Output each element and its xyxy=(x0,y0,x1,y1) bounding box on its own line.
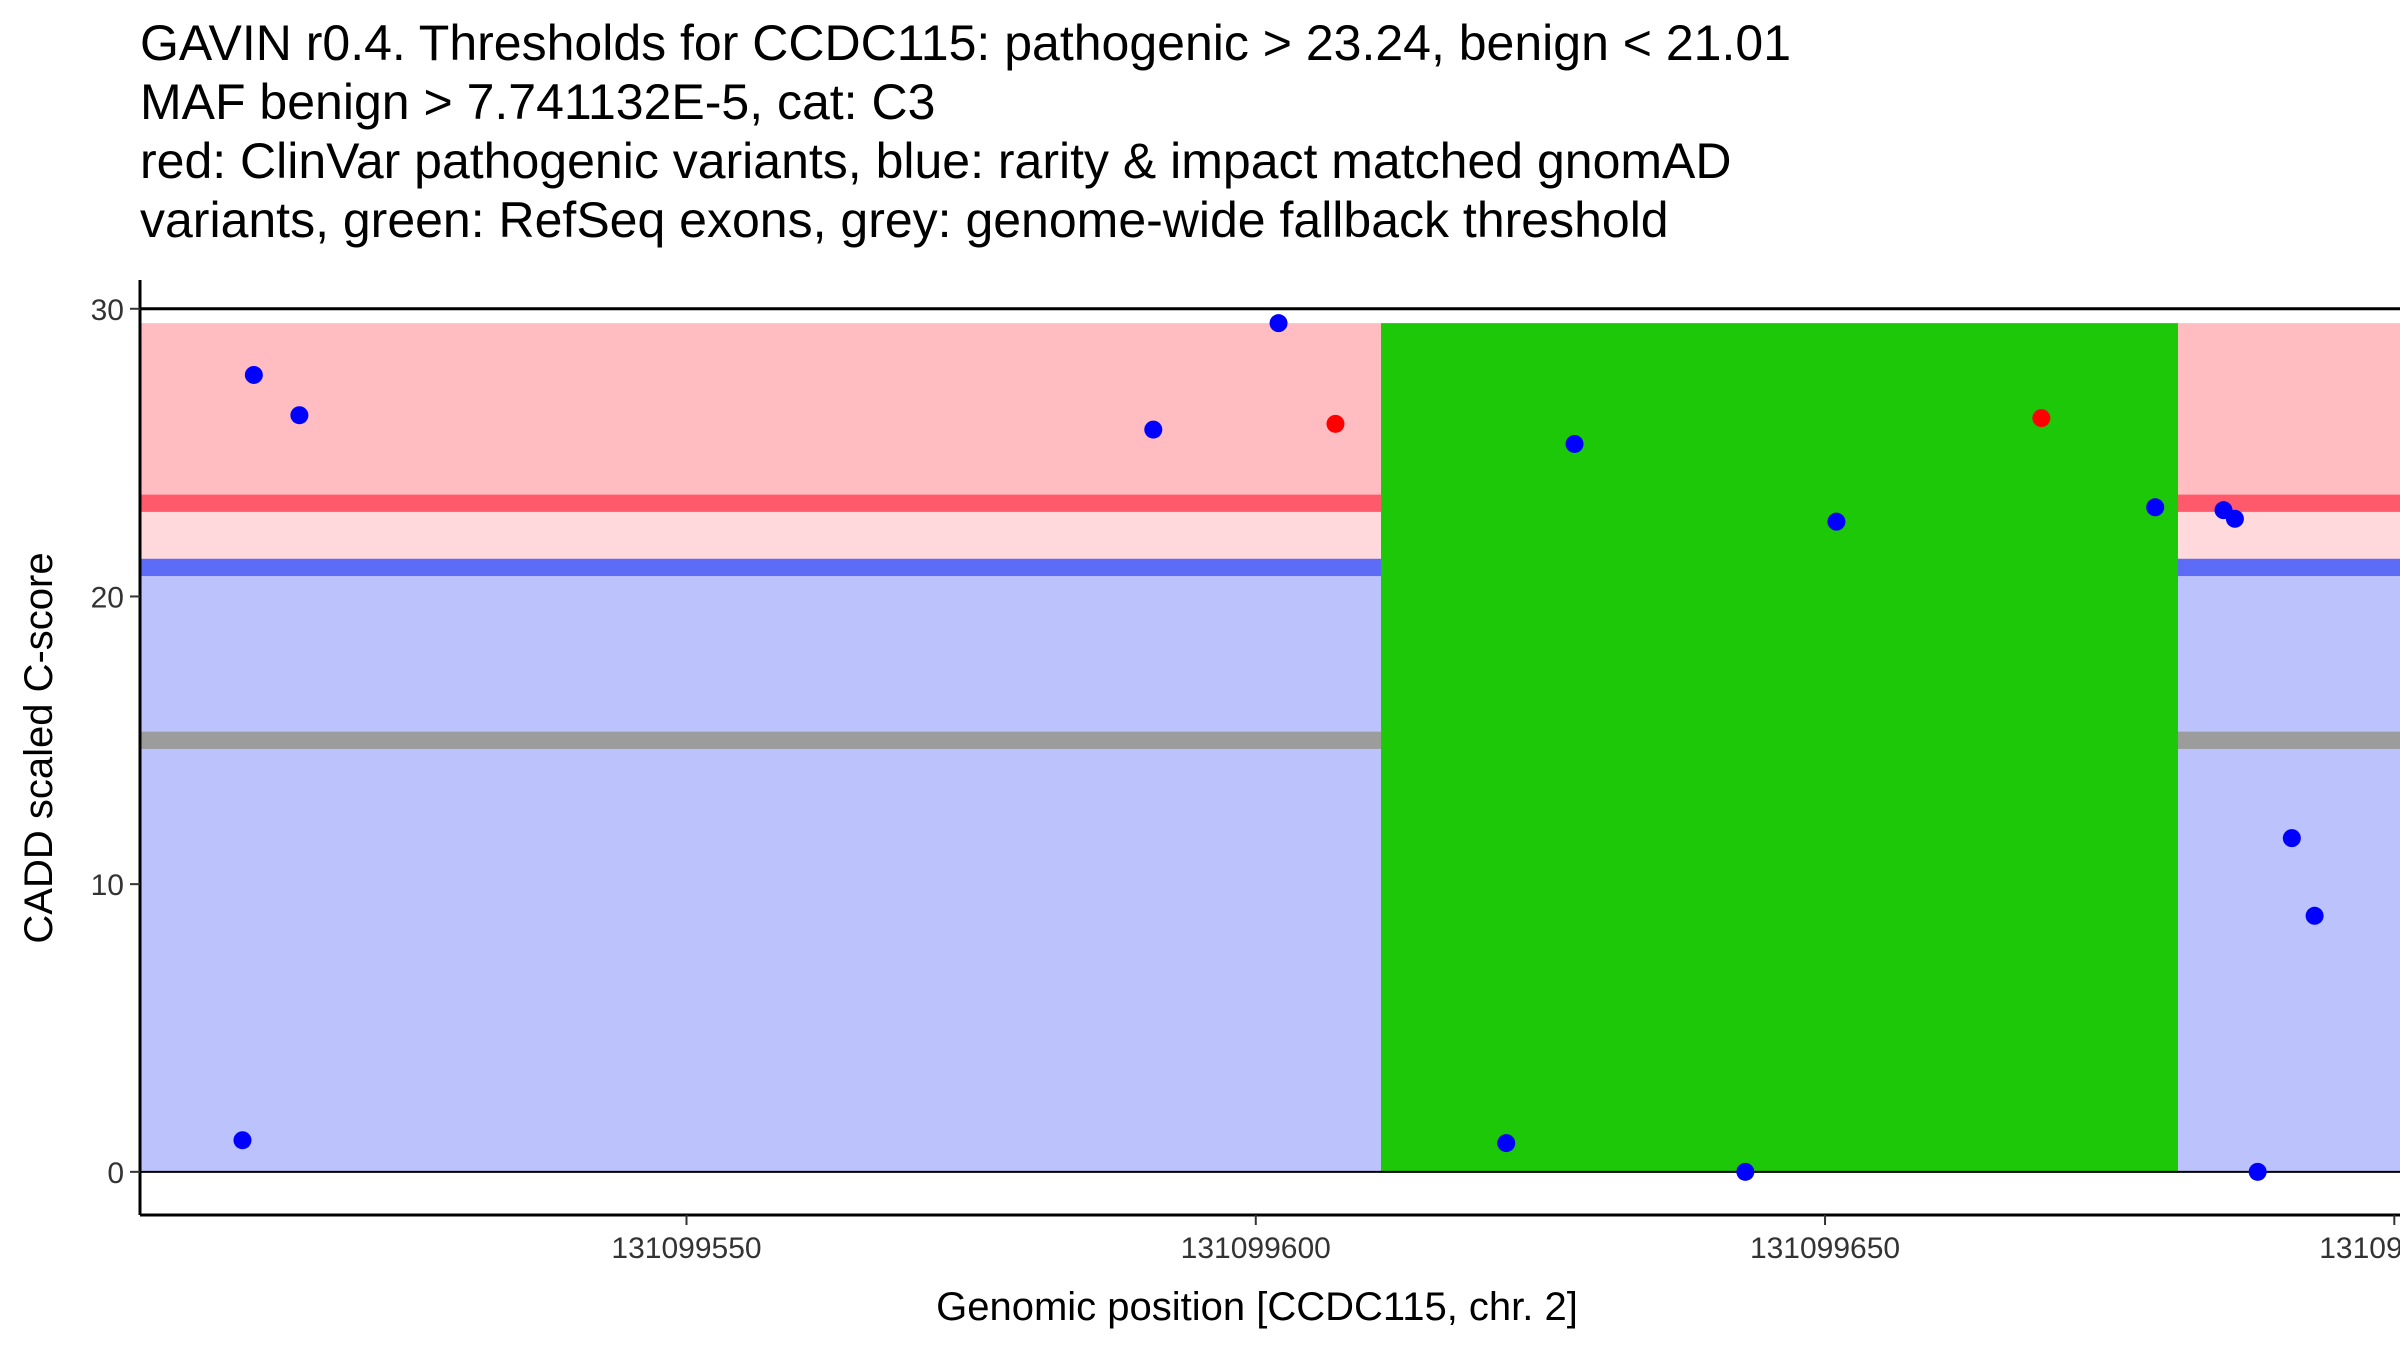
gnomad-point xyxy=(2225,509,2244,528)
gnomad-point xyxy=(1497,1134,1516,1153)
x-axis-title: Genomic position [CCDC115, chr. 2] xyxy=(936,1285,1578,1329)
gnomad-point xyxy=(2282,829,2301,848)
axes: 0 10 20 30 131099550 131099600 131099650 131099… xyxy=(91,280,2400,1265)
gnomad-point xyxy=(244,365,263,384)
title-line-4: variants, green: RefSeq exons, grey: gen… xyxy=(140,192,1669,248)
gnomad-point xyxy=(233,1131,252,1150)
y-tick-label: 0 xyxy=(107,1157,124,1190)
x-tick-label: 131099600 xyxy=(1181,1232,1331,1265)
chart-title: GAVIN r0.4. Thresholds for CCDC115: path… xyxy=(140,14,1791,250)
gnomad-point xyxy=(290,406,309,425)
title-line-3: red: ClinVar pathogenic variants, blue: … xyxy=(140,133,1732,189)
refseq-exon xyxy=(1381,323,2178,1172)
title-line-1: GAVIN r0.4. Thresholds for CCDC115: path… xyxy=(140,15,1792,71)
gnomad-point xyxy=(1565,434,1584,453)
y-tick-label: 20 xyxy=(91,581,124,614)
y-tick-label: 30 xyxy=(91,294,124,327)
gnomad-point xyxy=(2305,906,2324,925)
clinvar-point xyxy=(2032,409,2051,428)
title-line-2: MAF benign > 7.741132E-5, cat: C3 xyxy=(140,74,936,130)
y-tick-label: 10 xyxy=(91,869,124,902)
gnomad-point xyxy=(1827,512,1846,531)
x-tick-label: 131099700 xyxy=(2319,1232,2400,1265)
clinvar-point xyxy=(1326,414,1345,433)
x-tick-label: 131099650 xyxy=(1750,1232,1900,1265)
plot-area xyxy=(140,307,2400,1181)
y-axis-title: CADD scaled C-score xyxy=(17,552,61,943)
gnomad-point xyxy=(2248,1162,2267,1181)
gnomad-point xyxy=(2146,498,2165,517)
gnomad-point xyxy=(1269,314,1288,333)
x-tick-label: 131099550 xyxy=(611,1232,761,1265)
gnomad-point xyxy=(1144,420,1163,439)
gnomad-point xyxy=(1736,1162,1755,1181)
